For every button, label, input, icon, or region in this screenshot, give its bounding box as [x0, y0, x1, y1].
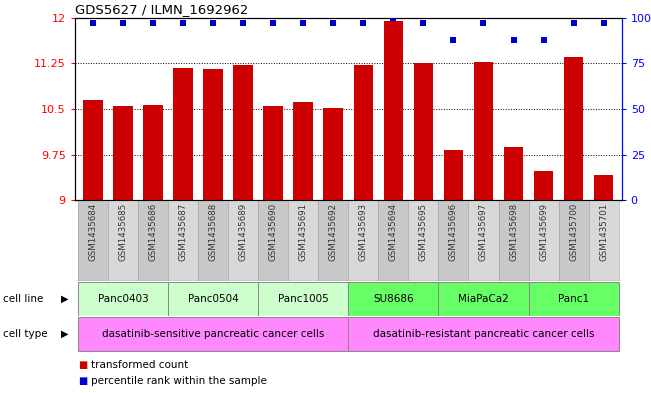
Bar	[83, 100, 103, 200]
Text: GSM1435698: GSM1435698	[509, 203, 518, 261]
Point	[358, 20, 368, 26]
Bar	[258, 200, 288, 281]
Point	[298, 20, 309, 26]
Bar	[564, 57, 583, 200]
Text: MiaPaCa2: MiaPaCa2	[458, 294, 509, 304]
Bar	[444, 151, 464, 200]
Bar	[264, 106, 283, 200]
Bar	[438, 282, 529, 316]
Bar	[228, 200, 258, 281]
Text: Panc1: Panc1	[558, 294, 589, 304]
Bar	[324, 108, 343, 200]
Point	[208, 20, 218, 26]
Bar	[198, 200, 228, 281]
Bar	[559, 200, 589, 281]
Bar	[143, 105, 163, 200]
Text: GSM1435695: GSM1435695	[419, 203, 428, 261]
Text: GSM1435685: GSM1435685	[118, 203, 128, 261]
Text: GSM1435701: GSM1435701	[599, 203, 608, 261]
Point	[118, 20, 128, 26]
Bar	[78, 317, 348, 351]
Bar	[138, 200, 168, 281]
Point	[148, 20, 158, 26]
Bar	[378, 200, 408, 281]
Point	[178, 20, 188, 26]
Bar	[168, 200, 198, 281]
Point	[418, 20, 428, 26]
Bar	[168, 282, 258, 316]
Text: Panc0504: Panc0504	[187, 294, 238, 304]
Text: dasatinib-resistant pancreatic cancer cells: dasatinib-resistant pancreatic cancer ce…	[373, 329, 594, 339]
Text: ▶: ▶	[61, 294, 68, 304]
Point	[568, 20, 579, 26]
Text: GSM1435700: GSM1435700	[569, 203, 578, 261]
Text: Panc0403: Panc0403	[98, 294, 148, 304]
Point	[478, 20, 489, 26]
Text: GSM1435689: GSM1435689	[239, 203, 247, 261]
Text: GSM1435684: GSM1435684	[89, 203, 98, 261]
Bar	[529, 200, 559, 281]
Text: GSM1435694: GSM1435694	[389, 203, 398, 261]
Bar	[504, 147, 523, 200]
Point	[449, 37, 459, 43]
Text: GSM1435697: GSM1435697	[479, 203, 488, 261]
Text: percentile rank within the sample: percentile rank within the sample	[91, 376, 267, 386]
Bar	[78, 200, 108, 281]
Bar	[499, 200, 529, 281]
Bar	[294, 102, 313, 200]
Text: dasatinib-sensitive pancreatic cancer cells: dasatinib-sensitive pancreatic cancer ce…	[102, 329, 324, 339]
Bar	[413, 63, 433, 200]
Bar	[348, 200, 378, 281]
Text: GSM1435693: GSM1435693	[359, 203, 368, 261]
Text: GSM1435687: GSM1435687	[178, 203, 187, 261]
Text: ■: ■	[78, 360, 87, 371]
Text: GSM1435690: GSM1435690	[269, 203, 278, 261]
Text: cell type: cell type	[3, 329, 48, 339]
Bar	[408, 200, 438, 281]
Text: ▶: ▶	[61, 329, 68, 339]
Text: GSM1435686: GSM1435686	[148, 203, 158, 261]
Text: ■: ■	[78, 376, 87, 386]
Bar	[594, 175, 613, 200]
Text: GSM1435688: GSM1435688	[208, 203, 217, 261]
Bar	[258, 282, 348, 316]
Text: GSM1435692: GSM1435692	[329, 203, 338, 261]
Text: GSM1435691: GSM1435691	[299, 203, 308, 261]
Point	[328, 20, 339, 26]
Bar	[78, 282, 168, 316]
Text: transformed count: transformed count	[91, 360, 188, 371]
Bar	[348, 282, 438, 316]
Bar	[108, 200, 138, 281]
Bar	[529, 282, 618, 316]
Point	[508, 37, 519, 43]
Text: GDS5627 / ILMN_1692962: GDS5627 / ILMN_1692962	[75, 4, 248, 17]
Point	[388, 15, 398, 21]
Bar	[318, 200, 348, 281]
Text: SU8686: SU8686	[373, 294, 413, 304]
Bar	[534, 171, 553, 200]
Bar	[203, 70, 223, 200]
Bar	[348, 317, 618, 351]
Bar	[438, 200, 469, 281]
Bar	[469, 200, 499, 281]
Point	[88, 20, 98, 26]
Point	[268, 20, 279, 26]
Bar	[233, 65, 253, 200]
Point	[238, 20, 248, 26]
Bar	[173, 68, 193, 200]
Text: GSM1435699: GSM1435699	[539, 203, 548, 261]
Point	[538, 37, 549, 43]
Bar	[353, 65, 373, 200]
Bar	[589, 200, 618, 281]
Text: GSM1435696: GSM1435696	[449, 203, 458, 261]
Bar	[383, 21, 403, 200]
Bar	[474, 62, 493, 200]
Bar	[113, 106, 133, 200]
Point	[598, 20, 609, 26]
Text: Panc1005: Panc1005	[278, 294, 329, 304]
Bar	[288, 200, 318, 281]
Text: cell line: cell line	[3, 294, 44, 304]
